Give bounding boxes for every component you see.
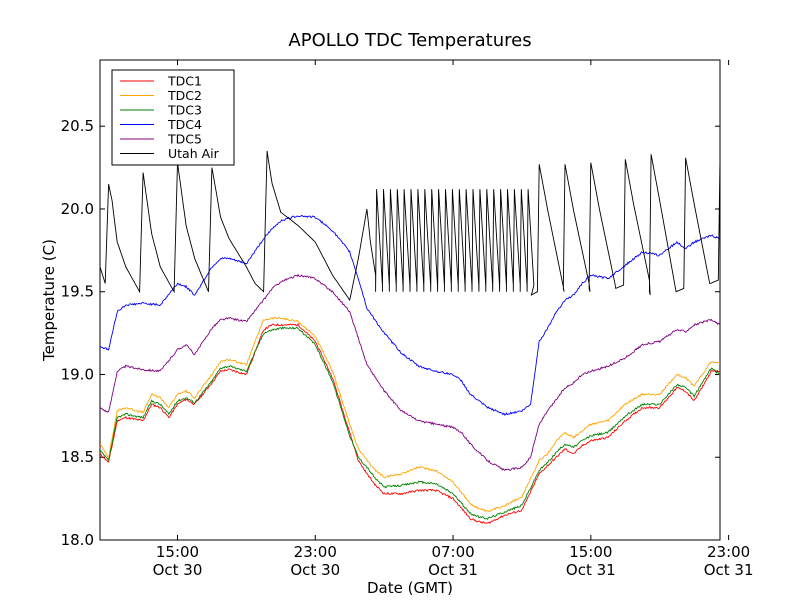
chart-title: APOLLO TDC Temperatures [288,30,531,51]
legend-label: Utah Air [168,146,220,161]
x-tick-day-label: Oct 31 [566,561,616,579]
legend-label: TDC5 [167,132,202,147]
x-tick-day-label: Oct 31 [704,561,754,579]
y-tick-label: 20.5 [61,117,94,135]
series-line-tdc1 [100,322,720,525]
series-line-tdc3 [100,326,720,520]
legend-label: TDC2 [167,88,202,103]
series-line-utah-air [100,150,720,302]
x-tick-day-label: Oct 30 [290,561,340,579]
y-tick-label: 19.5 [61,283,94,301]
x-tick-day-label: Oct 30 [153,561,203,579]
y-tick-label: 18.5 [61,448,94,466]
y-axis-label: Temperature (C) [40,239,58,362]
y-tick-label: 18.0 [61,531,94,549]
y-tick-label: 19.0 [61,365,94,383]
series-line-tdc2 [100,316,720,513]
legend-label: TDC4 [167,117,202,132]
legend-box [111,69,235,166]
x-tick-time-label: 15:00 [569,543,612,561]
y-tick-label: 20.0 [61,200,94,218]
x-axis-label: Date (GMT) [367,579,453,597]
plot-frame [99,59,721,541]
x-tick-time-label: 15:00 [156,543,199,561]
legend-label: TDC3 [167,103,202,118]
x-tick-time-label: 23:00 [294,543,337,561]
series-line-tdc5 [100,273,720,472]
series-line-tdc4 [100,215,720,416]
x-tick-time-label: 07:00 [431,543,474,561]
x-tick-time-label: 23:00 [707,543,750,561]
x-tick-day-label: Oct 31 [428,561,478,579]
legend-label: TDC1 [167,74,202,89]
